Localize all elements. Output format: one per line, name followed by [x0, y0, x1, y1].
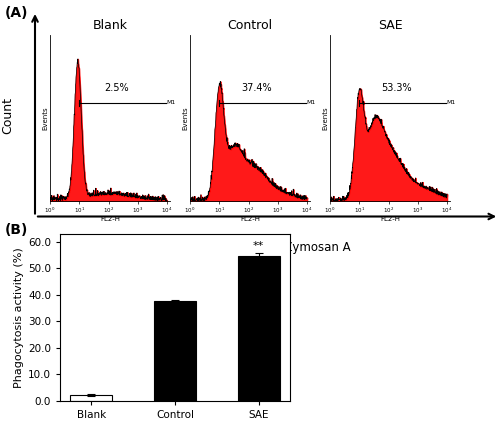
Text: 2.5%: 2.5%: [104, 84, 129, 94]
Text: Count: Count: [1, 97, 14, 134]
Y-axis label: Events: Events: [42, 106, 48, 130]
Title: SAE: SAE: [378, 19, 402, 32]
X-axis label: FL2-H: FL2-H: [100, 216, 120, 222]
Y-axis label: Phagocytosis activity (%): Phagocytosis activity (%): [14, 247, 24, 388]
Text: M1: M1: [446, 100, 456, 105]
Text: 53.3%: 53.3%: [382, 84, 412, 94]
X-axis label: FL2-H: FL2-H: [380, 216, 400, 222]
Title: Blank: Blank: [92, 19, 128, 32]
Bar: [154, 301, 196, 401]
Title: Control: Control: [228, 19, 272, 32]
Text: M1: M1: [306, 100, 316, 105]
Bar: [70, 395, 112, 401]
Text: (B): (B): [5, 223, 28, 237]
Y-axis label: Events: Events: [182, 106, 188, 130]
Text: (A): (A): [5, 6, 28, 20]
Text: **: **: [253, 241, 264, 251]
Text: Texas Red-labeled Zymosan A: Texas Red-labeled Zymosan A: [174, 241, 351, 254]
Bar: [238, 256, 280, 401]
Text: M1: M1: [166, 100, 175, 105]
Text: 37.4%: 37.4%: [242, 84, 272, 94]
X-axis label: FL2-H: FL2-H: [240, 216, 260, 222]
Y-axis label: Events: Events: [322, 106, 328, 130]
